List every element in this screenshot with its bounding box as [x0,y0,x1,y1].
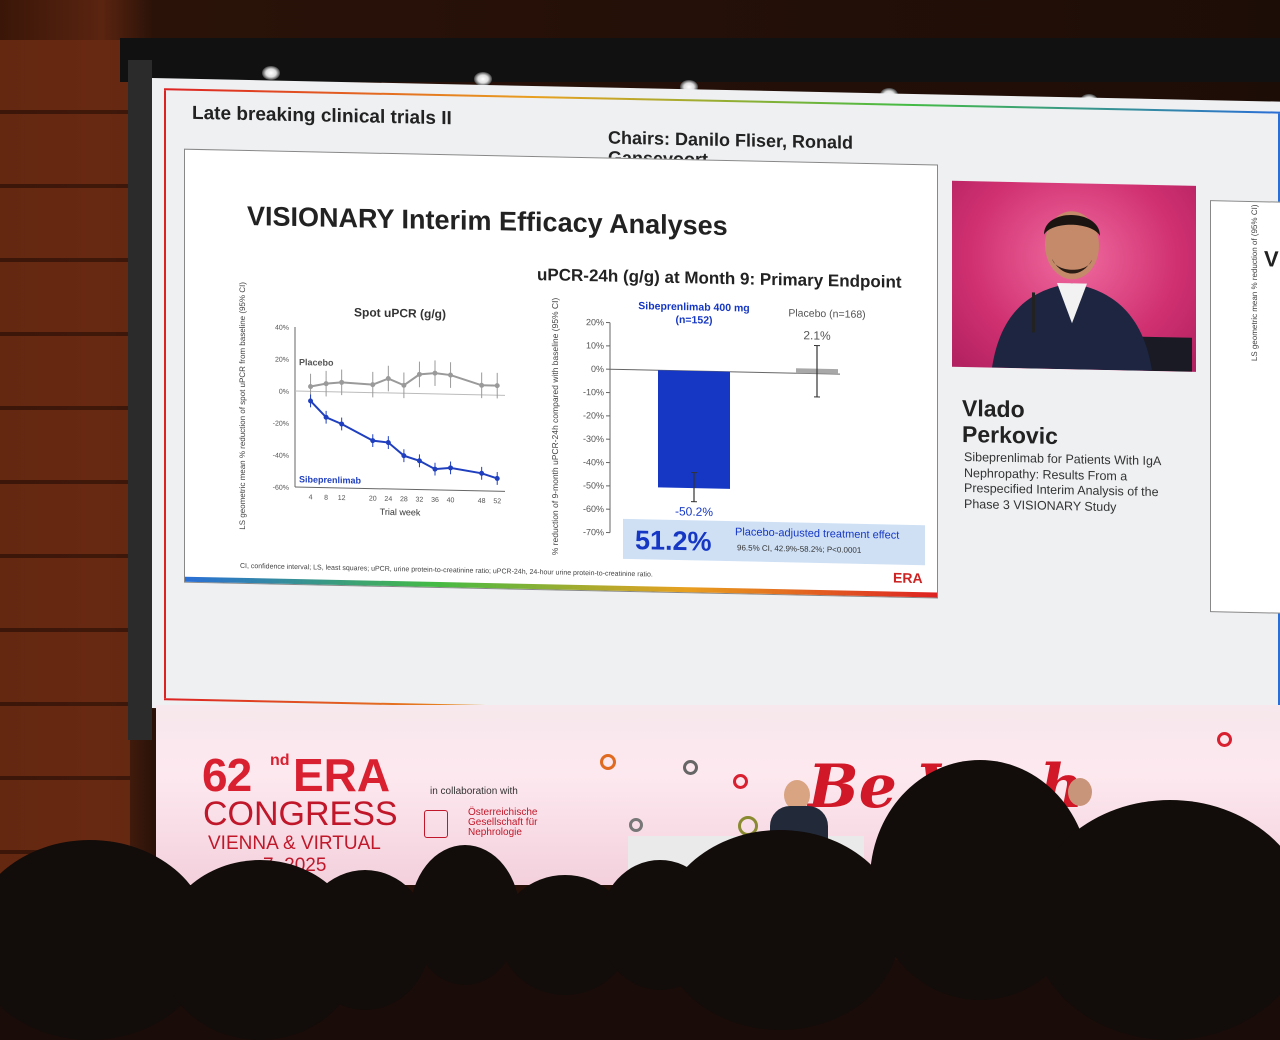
x-axis-label: Trial week [380,507,421,518]
decor-dot [629,818,643,832]
next-slide-letter: V [1264,246,1279,272]
effect-label: Placebo-adjusted treatment effect [735,526,899,541]
data-point [417,458,422,463]
x-tick-label: 32 [416,497,424,504]
x-tick-label: 8 [324,495,328,502]
bar-value-label: 2.1% [803,328,831,343]
bar-value-label: -50.2% [675,504,713,519]
data-point [479,471,484,476]
data-point [401,453,406,458]
x-tick-label: 12 [338,495,346,502]
y-tick-label: 20% [275,357,289,364]
side-truss [128,60,152,740]
y-tick-label: -40% [583,457,604,467]
y-tick-label: 40% [275,325,289,332]
series-line-sibeprenlimab [311,401,498,479]
era-logo: ERA [893,570,923,587]
data-point [324,415,329,420]
line-chart-title: Spot uPCR (g/g) [354,305,446,321]
data-point [495,476,500,481]
slide-footnote: CI, confidence interval; LS, least squar… [240,563,653,579]
congress-org: ERA [293,748,390,802]
collaboration-label: in collaboration with [430,786,518,797]
x-tick-label: 20 [369,496,377,503]
bar-chart-title: uPCR-24h (g/g) at Month 9: Primary Endpo… [537,265,902,293]
effect-box: 51.2% Placebo-adjusted treatment effect … [623,519,925,565]
data-point [308,384,313,389]
next-slide-axis-label: LS geometric mean % reduction of (95% CI… [1250,204,1259,361]
lighting-truss [120,38,1280,82]
y-tick-label: 0% [279,389,289,396]
slide-title: VISIONARY Interim Efficacy Analyses [247,201,728,242]
bar-sibeprenlimab [658,370,730,489]
data-point [339,380,344,385]
y-tick-label: 10% [586,340,604,350]
presentation-slide: VISIONARY Interim Efficacy Analyses uPCR… [184,149,938,599]
data-point [479,383,484,388]
y-tick-label: -60% [583,504,604,514]
y-tick-label: -20% [583,410,604,420]
x-tick-label: 48 [478,498,486,505]
category-label-line1: Sibeprenlimab 400 mg [638,300,749,314]
oegn-logo-icon [424,810,448,838]
data-point [386,376,391,381]
data-point [324,381,329,386]
y-tick-label: -30% [583,434,604,444]
y-axis-label: LS geometric mean % reduction of spot uP… [238,282,247,530]
data-point [433,371,438,376]
data-point [370,382,375,387]
decor-dot [1217,732,1232,747]
partner-name: Österreichische Gesellschaft für Nephrol… [468,808,558,838]
speaker-video [952,181,1196,372]
data-point [308,398,313,403]
panelist-head [1068,778,1092,806]
effect-value: 51.2% [635,525,712,558]
decor-dot [683,760,698,775]
wood-wall-panel [0,40,130,920]
y-axis-label: % reduction of 9-month uPCR-24h compared… [550,297,560,555]
congress-ordinal: nd [270,752,290,770]
x-axis-line [295,487,505,491]
data-point [448,373,453,378]
y-tick-label: -20% [273,421,289,428]
y-tick-label: 20% [586,317,604,327]
congress-number: 62 [202,748,251,802]
x-tick-label: 52 [493,498,501,505]
y-tick-label: -10% [583,387,604,397]
y-tick-label: 0% [591,364,604,374]
decor-dot [600,754,616,770]
decor-dot [733,774,748,789]
y-tick-label: -70% [583,527,604,537]
audience-head [660,830,900,1030]
data-point [370,438,375,443]
speaker-name: Vlado Perkovic [962,395,1082,450]
data-point [433,467,438,472]
spotlight [262,66,280,80]
talk-title: Sibeprenlimab for Patients With IgA Neph… [964,450,1164,516]
data-point [495,383,500,388]
series-label-sibeprenlimab: Sibeprenlimab [299,474,362,485]
data-point [448,465,453,470]
y-tick-label: -40% [273,453,289,460]
data-point [339,421,344,426]
audience-head [300,870,430,1010]
category-label: Placebo (n=168) [788,307,865,321]
x-tick-label: 36 [431,497,439,504]
x-tick-label: 24 [384,496,392,503]
projection-screen: Late breaking clinical trials II Chairs:… [152,78,1280,732]
y-tick-label: -50% [583,480,604,490]
speaker-silhouette [952,181,1196,372]
category-label-line2: (n=152) [675,314,712,327]
upcr24h-bar-chart: 20%10%0%-10%-20%-30%-40%-50%-60%-70%% re… [540,291,920,549]
effect-ci: 96.5% CI, 42.9%-58.2%; P<0.0001 [737,543,861,555]
x-tick-label: 4 [309,494,313,501]
x-tick-label: 40 [447,497,455,504]
congress-label: CONGRESS [203,795,398,834]
y-tick-label: -60% [273,485,289,492]
data-point [386,440,391,445]
x-tick-label: 28 [400,496,408,503]
series-label-placebo: Placebo [299,357,334,368]
